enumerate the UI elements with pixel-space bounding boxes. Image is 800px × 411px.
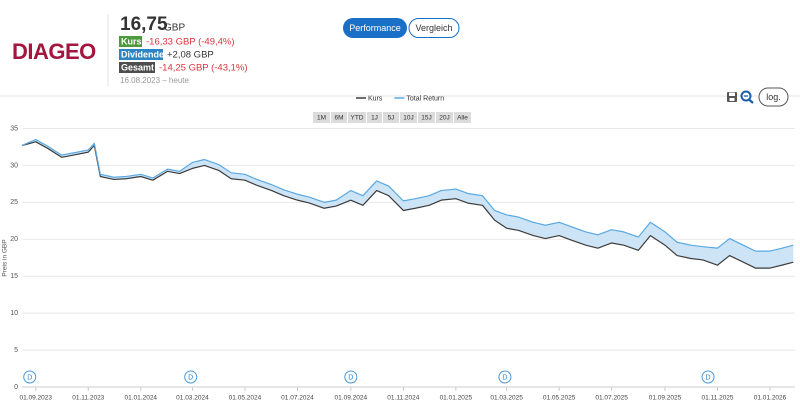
range-button-label[interactable]: 20J <box>439 115 449 122</box>
tab-compare[interactable] <box>408 18 460 38</box>
dividend-marker[interactable] <box>701 370 715 384</box>
x-tick-label: 01.01.2024 <box>125 395 158 402</box>
range-button-label[interactable]: YTD <box>351 115 364 122</box>
range-button-label[interactable]: 10J <box>403 115 413 122</box>
dividend-marker[interactable] <box>344 370 358 384</box>
range-button[interactable] <box>400 112 417 123</box>
x-tick-label: 01.11.2025 <box>701 395 733 402</box>
y-axis-label: Preis in GBP <box>2 239 9 276</box>
dividend-marker[interactable] <box>23 370 37 384</box>
range-button[interactable] <box>313 112 330 123</box>
x-tick-label: 01.03.2024 <box>176 395 209 402</box>
tab-performance-label[interactable]: Performance <box>349 23 401 33</box>
range-button-label[interactable]: 5J <box>388 115 395 122</box>
range-buttons: 1M 6M YTD 1J 5J 10J 15J 20J Alle <box>313 112 471 123</box>
dividend-badge <box>119 49 163 60</box>
y-tick-label: 30 <box>10 162 18 169</box>
range-button-label[interactable]: Alle <box>457 115 468 122</box>
price: 16,75 <box>120 14 168 35</box>
range-button-label[interactable]: 6M <box>334 115 343 122</box>
x-tick-label: 01.09.2025 <box>649 395 682 402</box>
log-button[interactable] <box>758 87 789 107</box>
total-value: -14,25 GBP (-43,1%) <box>159 63 248 74</box>
plot: 0 5 10 15 20 25 30 35 Preis in GBP 01.09.2023 01.1… <box>2 125 795 402</box>
currency: GBP <box>164 23 185 34</box>
x-tick-label: 01.05.2024 <box>229 395 262 402</box>
zoom-handle <box>748 98 754 104</box>
dividend-marker[interactable] <box>498 370 512 384</box>
range-button-label[interactable]: 15J <box>421 115 431 122</box>
tab-performance[interactable] <box>343 18 407 38</box>
total-return-band <box>22 139 794 269</box>
x-tick-label: 01.01.2025 <box>440 395 473 402</box>
save-slot <box>729 92 735 96</box>
range-button[interactable] <box>418 112 435 123</box>
range-button[interactable] <box>331 112 347 123</box>
y-tick-label: 5 <box>14 347 18 354</box>
x-tick-label: 01.07.2025 <box>595 395 628 402</box>
dividend-marker-label[interactable]: D <box>188 374 193 381</box>
range-button-label[interactable]: 1J <box>371 115 378 122</box>
dividend-marker-label[interactable]: D <box>706 374 711 381</box>
y-tick-label: 35 <box>10 125 18 132</box>
zoom-icon[interactable] <box>740 90 754 104</box>
x-tick-label: 01.01.2026 <box>754 395 787 402</box>
y-tick-label: 10 <box>10 310 18 317</box>
range-button[interactable] <box>367 112 382 123</box>
x-tick-label: 01.03.2025 <box>490 395 523 402</box>
x-tick-label: 01.11.2024 <box>387 395 419 402</box>
total-badge <box>119 62 155 73</box>
y-tick-label: 25 <box>10 199 18 206</box>
range-button[interactable] <box>348 112 366 123</box>
logo: DIAGEO <box>12 39 96 64</box>
dividend-value: +2,08 GBP <box>167 50 214 61</box>
x-tick-label: 01.09.2024 <box>335 395 368 402</box>
series-line <box>21 141 794 269</box>
dividend-label: Dividende <box>121 49 164 59</box>
legend-label: Kurs <box>368 95 383 102</box>
log-button-label[interactable]: log. <box>766 92 781 102</box>
x-tick-label: 01.09.2023 <box>19 395 52 402</box>
range-button[interactable] <box>454 112 471 123</box>
x-tick-label: 01.07.2024 <box>281 395 314 402</box>
dividend-marker-label[interactable]: D <box>348 374 353 381</box>
dividend-marker-label[interactable]: D <box>27 374 32 381</box>
y-tick-label: 15 <box>10 273 18 280</box>
kurs-label: Kurs <box>121 36 142 46</box>
series-line <box>21 138 794 252</box>
y-tick-label: 0 <box>14 384 18 391</box>
tab-compare-label[interactable]: Vergleich <box>415 23 452 33</box>
save-label <box>729 98 735 101</box>
legend-label: Total Return <box>406 95 444 102</box>
kurs-value: -16,33 GBP (-49,4%) <box>146 37 235 48</box>
total-label: Gesamt <box>121 62 154 72</box>
x-tick-label: 01.11.2023 <box>72 395 104 402</box>
y-tick-label: 20 <box>10 236 18 243</box>
zoom-lens <box>740 90 752 102</box>
dividend-marker-label[interactable]: D <box>502 374 507 381</box>
dividend-marker[interactable] <box>184 370 198 384</box>
period: 16.08.2023 – heute <box>120 76 190 85</box>
range-button[interactable] <box>436 112 453 123</box>
save-icon[interactable] <box>727 92 737 102</box>
range-button[interactable] <box>383 112 399 123</box>
x-tick-label: 01.05.2025 <box>543 395 576 402</box>
kurs-badge <box>119 36 142 47</box>
range-button-label[interactable]: 1M <box>317 115 326 122</box>
